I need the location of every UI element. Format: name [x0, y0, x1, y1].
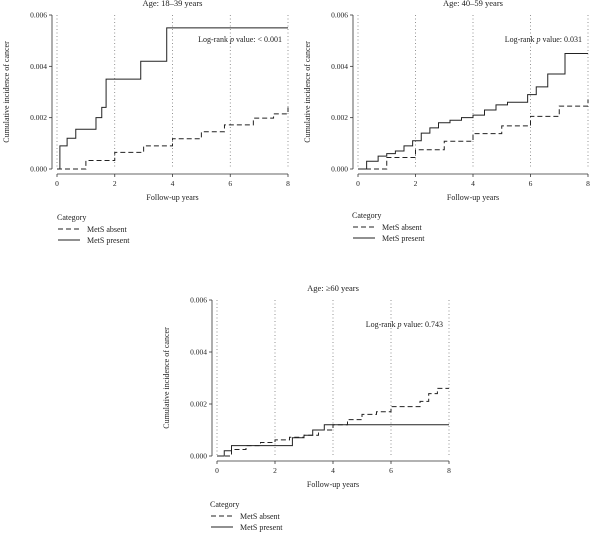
x-tick-label: 4 — [471, 179, 475, 188]
legend-entry: MetS present — [382, 234, 425, 243]
y-axis-label: Cumulative incidence of cancer — [303, 41, 312, 143]
legend-entry: MetS present — [240, 523, 283, 532]
y-tick-label: 0.004 — [190, 348, 207, 357]
chart-title: Age: 40–59 years — [443, 0, 503, 8]
annotation-suffix: value: 0.031 — [540, 35, 582, 44]
x-tick-label: 8 — [286, 179, 290, 188]
y-tick-label: 0.006 — [331, 11, 348, 20]
y-tick-label: 0.002 — [190, 400, 207, 409]
x-tick-label: 2 — [414, 179, 418, 188]
annotation-p: p — [535, 35, 540, 44]
y-tick-label: 0.002 — [30, 113, 47, 122]
legend-entry: MetS absent — [87, 225, 128, 234]
y-axis-label: Cumulative incidence of cancer — [162, 327, 171, 429]
x-tick-label: 8 — [447, 466, 451, 475]
annotation-p: p — [229, 35, 234, 44]
y-tick-label: 0.000 — [331, 165, 348, 174]
chart-title: Age: 18–39 years — [143, 0, 203, 8]
x-tick-label: 4 — [171, 179, 175, 188]
x-axis-label: Follow-up years — [447, 193, 499, 202]
x-tick-label: 0 — [215, 466, 219, 475]
x-tick-label: 6 — [389, 466, 393, 475]
chart-panel-3: 0 2 4 6 8 0.000 0.002 0.004 0.006 Age: ≥60 years F… — [162, 283, 451, 532]
series-line-mets-present — [57, 27, 288, 170]
x-tick-label: 2 — [113, 179, 117, 188]
y-tick-label: 0.006 — [190, 296, 207, 305]
annotation-prefix: Log-rank — [198, 35, 230, 44]
y-tick-label: 0.004 — [30, 62, 47, 71]
chart-panel-1: 0 2 4 6 8 0.000 0.002 0.004 0.006 Age: 18–39 year… — [2, 0, 290, 245]
x-tick-label: 6 — [228, 179, 232, 188]
series-line-mets-present — [358, 53, 588, 170]
annotation-suffix: value: < 0.001 — [234, 35, 282, 44]
legend-title: Category — [57, 213, 86, 222]
x-axis-label: Follow-up years — [146, 193, 198, 202]
x-axis-label: Follow-up years — [307, 480, 359, 489]
y-tick-label: 0.002 — [331, 113, 348, 122]
annotation-p: p — [396, 320, 401, 329]
x-tick-label: 2 — [273, 466, 277, 475]
log-rank-annotation: Log-rank p value: 0.743 — [366, 320, 443, 329]
chart-title: Age: ≥60 years — [307, 283, 359, 293]
annotation-prefix: Log-rank — [505, 35, 537, 44]
legend-title: Category — [352, 211, 381, 220]
annotation-suffix: value: 0.743 — [401, 320, 443, 329]
series-line-mets-absent — [358, 99, 589, 170]
log-rank-annotation: Log-rank p value: 0.031 — [505, 35, 582, 44]
y-tick-label: 0.000 — [30, 165, 47, 174]
chart-panel-2: 0 2 4 6 8 0.000 0.002 0.004 0.006 Age: 40–59 year… — [303, 0, 590, 243]
log-rank-annotation: Log-rank p value: < 0.001 — [198, 35, 282, 44]
x-tick-label: 0 — [55, 179, 59, 188]
x-tick-label: 0 — [356, 179, 360, 188]
y-tick-label: 0.006 — [30, 11, 47, 20]
x-tick-label: 6 — [529, 179, 533, 188]
y-axis-label: Cumulative incidence of cancer — [2, 41, 11, 143]
y-tick-label: 0.000 — [190, 452, 207, 461]
series-line-mets-absent — [57, 107, 289, 170]
legend-title: Category — [210, 500, 239, 509]
y-tick-label: 0.004 — [331, 62, 348, 71]
x-tick-label: 4 — [331, 466, 335, 475]
annotation-prefix: Log-rank — [366, 320, 398, 329]
legend-entry: MetS present — [87, 236, 130, 245]
series-line-mets-present — [217, 424, 449, 457]
x-tick-label: 8 — [586, 179, 590, 188]
legend-entry: MetS absent — [240, 512, 281, 521]
legend-entry: MetS absent — [382, 223, 423, 232]
